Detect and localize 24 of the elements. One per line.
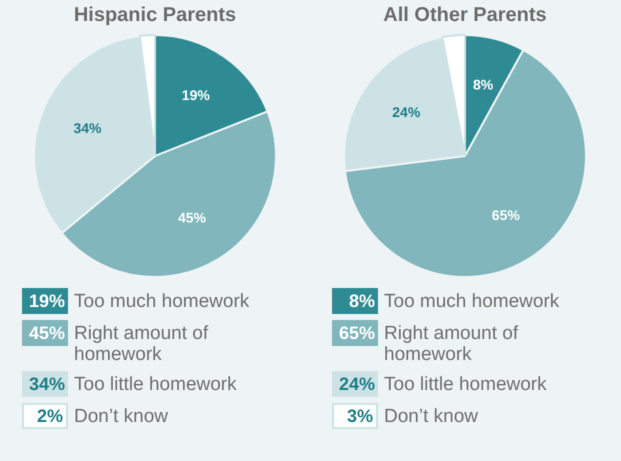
text: 19% — [28, 291, 65, 311]
legend-label: Too little homework — [384, 374, 548, 395]
chart-title: Hispanic Parents — [72, 4, 238, 28]
legend-label: Right amount of homework — [74, 323, 210, 365]
text: 8% — [348, 291, 375, 311]
chart-title: All Other Parents — [382, 4, 548, 28]
legend-label: Right amount of homework — [384, 323, 520, 365]
legend-label: Don’t know — [384, 406, 479, 427]
data-label: 2% — [22, 403, 68, 429]
data-label: 8% — [472, 76, 494, 93]
data-label: 3% — [332, 403, 378, 429]
text: 24% — [338, 374, 375, 394]
legend-label: Too little homework — [74, 374, 238, 395]
data-label: 19% — [182, 86, 210, 103]
text: 34% — [28, 374, 65, 394]
data-label: 65% — [492, 206, 520, 223]
data-label: 45% — [178, 209, 207, 226]
data-label: 24% — [392, 104, 421, 120]
text: 65% — [338, 323, 375, 343]
text: 45% — [28, 323, 65, 343]
legend-label: Don’t know — [74, 406, 169, 427]
legend-label: Too much homework — [384, 291, 560, 312]
legend-label: Too much homework — [74, 291, 250, 312]
data-label: 34% — [73, 120, 102, 136]
